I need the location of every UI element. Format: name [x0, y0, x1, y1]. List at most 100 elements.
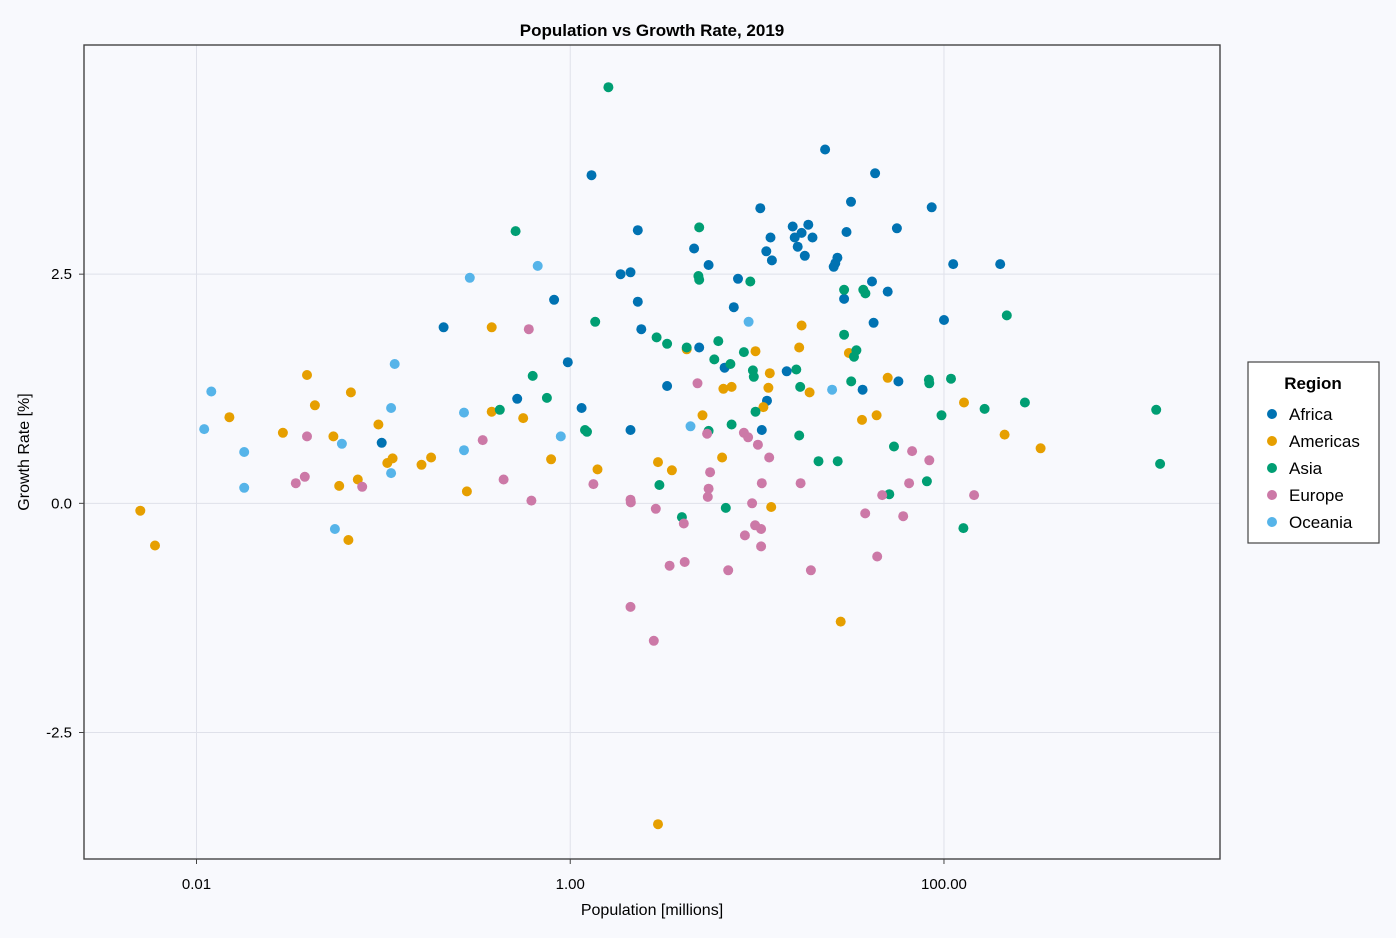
y-tick-label: -2.5: [46, 725, 72, 742]
point-oceania: [336, 438, 347, 449]
point-asia: [654, 480, 665, 490]
point-americas: [794, 342, 805, 353]
point-africa: [870, 168, 881, 179]
point-europe: [907, 446, 918, 457]
point-americas: [277, 427, 288, 438]
point-americas: [343, 535, 354, 545]
point-europe: [764, 452, 775, 463]
point-asia: [693, 271, 704, 281]
point-asia: [590, 316, 601, 327]
point-africa: [867, 276, 877, 287]
point-asia: [1151, 404, 1162, 415]
point-africa: [846, 196, 856, 207]
point-europe: [290, 478, 301, 489]
point-asia: [839, 329, 850, 340]
grid: [84, 45, 1220, 859]
legend-box: [1247, 361, 1380, 544]
point-africa: [841, 227, 852, 237]
point-americas: [766, 502, 777, 512]
point-africa: [796, 227, 807, 238]
point-asia: [924, 378, 935, 389]
point-africa: [733, 273, 743, 284]
point-asia: [813, 456, 824, 467]
point-asia: [839, 284, 850, 295]
point-africa: [857, 384, 868, 395]
point-americas: [653, 457, 663, 468]
point-europe: [625, 601, 636, 612]
point-oceania: [239, 447, 250, 457]
legend-label-oceania: Oceania: [1289, 513, 1353, 532]
point-americas: [1035, 443, 1046, 454]
point-europe: [756, 524, 767, 534]
point-africa: [625, 425, 636, 435]
point-americas: [835, 616, 846, 627]
point-europe: [877, 490, 888, 501]
point-africa: [787, 221, 798, 232]
point-asia: [860, 288, 871, 299]
point-oceania: [555, 431, 566, 442]
point-americas: [224, 412, 235, 423]
point-americas: [352, 474, 363, 485]
point-americas: [426, 452, 437, 463]
point-africa: [995, 259, 1006, 270]
point-africa: [632, 296, 643, 307]
point-americas: [804, 387, 815, 398]
point-americas: [309, 400, 320, 411]
point-europe: [904, 478, 915, 489]
point-europe: [692, 378, 703, 389]
point-oceania: [532, 260, 543, 271]
point-africa: [807, 232, 818, 243]
point-europe: [747, 498, 758, 509]
point-africa: [926, 202, 937, 213]
point-asia: [527, 370, 538, 381]
point-asia: [851, 345, 862, 356]
point-asia: [748, 371, 759, 382]
point-asia: [979, 403, 990, 414]
point-asia: [651, 332, 662, 343]
point-europe: [752, 439, 763, 450]
point-asia: [750, 406, 761, 417]
point-americas: [871, 410, 882, 421]
point-europe: [743, 432, 754, 443]
point-africa: [820, 144, 831, 155]
point-europe: [526, 495, 537, 506]
point-europe: [523, 324, 534, 335]
point-europe: [302, 431, 312, 442]
legend-marker-asia: [1267, 463, 1277, 473]
point-asia: [725, 359, 736, 369]
point-americas: [150, 540, 160, 551]
point-americas: [518, 413, 529, 424]
point-africa: [615, 269, 626, 280]
legend-items: Africa Americas Asia Europe Oceania: [1267, 405, 1360, 532]
point-asia: [791, 364, 802, 375]
point-asia: [958, 523, 969, 534]
point-asia: [745, 276, 756, 287]
point-asia: [936, 410, 947, 421]
point-americas: [726, 381, 737, 392]
point-europe: [679, 557, 690, 567]
point-asia: [832, 456, 843, 467]
y-tick-label: 2.5: [51, 266, 72, 283]
legend-marker-americas: [1267, 436, 1277, 446]
legend-marker-africa: [1267, 409, 1277, 419]
point-africa: [781, 366, 792, 377]
point-asia: [494, 404, 505, 415]
x-tick-label: 100.00: [921, 876, 967, 893]
point-oceania: [206, 386, 217, 397]
point-europe: [969, 490, 980, 501]
point-africa: [799, 250, 810, 261]
plot-frame: [83, 44, 1221, 860]
point-africa: [839, 293, 850, 304]
point-asia: [738, 347, 749, 358]
x-axis-label: Population [millions]: [581, 902, 723, 919]
point-africa: [948, 259, 959, 270]
point-oceania: [464, 272, 475, 283]
point-europe: [588, 479, 599, 490]
point-asia: [709, 354, 720, 365]
legend-label-americas: Americas: [1289, 432, 1360, 451]
point-africa: [728, 302, 739, 313]
point-europe: [664, 560, 675, 571]
point-europe: [477, 435, 488, 446]
point-americas: [592, 464, 603, 475]
